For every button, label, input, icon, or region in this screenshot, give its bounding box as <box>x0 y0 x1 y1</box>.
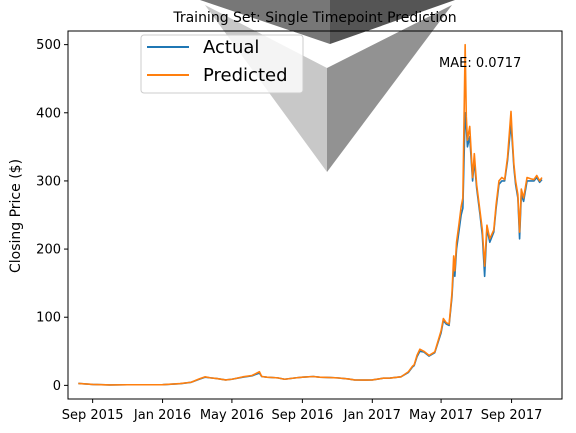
legend-label-actual: Actual <box>203 37 259 58</box>
y-axis-title: Closing Price ($) <box>8 159 24 273</box>
plot-frame <box>67 30 563 400</box>
series-line-actual <box>78 111 543 386</box>
y-axis: 0 100 200 300 400 500 <box>36 38 68 394</box>
y-tick-label: 200 <box>36 243 61 258</box>
y-tick-label: 0 <box>53 379 61 394</box>
x-tick-label: May 2017 <box>409 408 473 423</box>
legend-box <box>140 34 304 94</box>
y-tick-label: 500 <box>36 38 61 53</box>
plot-area <box>78 43 543 386</box>
x-tick-label: Jan 2016 <box>133 408 191 423</box>
series-line-predicted <box>78 43 543 386</box>
mae-annotation: MAE: 0.0717 <box>439 56 521 71</box>
x-tick-label: May 2016 <box>200 408 264 423</box>
x-tick-label: Sep 2015 <box>62 408 124 423</box>
legend: Actual Predicted <box>140 34 304 94</box>
y-tick-label: 300 <box>36 174 61 189</box>
legend-label-predicted: Predicted <box>203 65 288 86</box>
x-tick-label: Jan 2017 <box>343 408 401 423</box>
x-axis: Sep 2015 Jan 2016 May 2016 Sep 2016 Jan 2017… <box>62 399 543 423</box>
x-tick-label: Sep 2017 <box>481 408 543 423</box>
x-tick-label: Sep 2016 <box>272 408 334 423</box>
y-tick-label: 400 <box>36 106 61 121</box>
y-tick-label: 100 <box>36 311 61 326</box>
chart-title: Training Set: Single Timepoint Predictio… <box>172 10 456 26</box>
